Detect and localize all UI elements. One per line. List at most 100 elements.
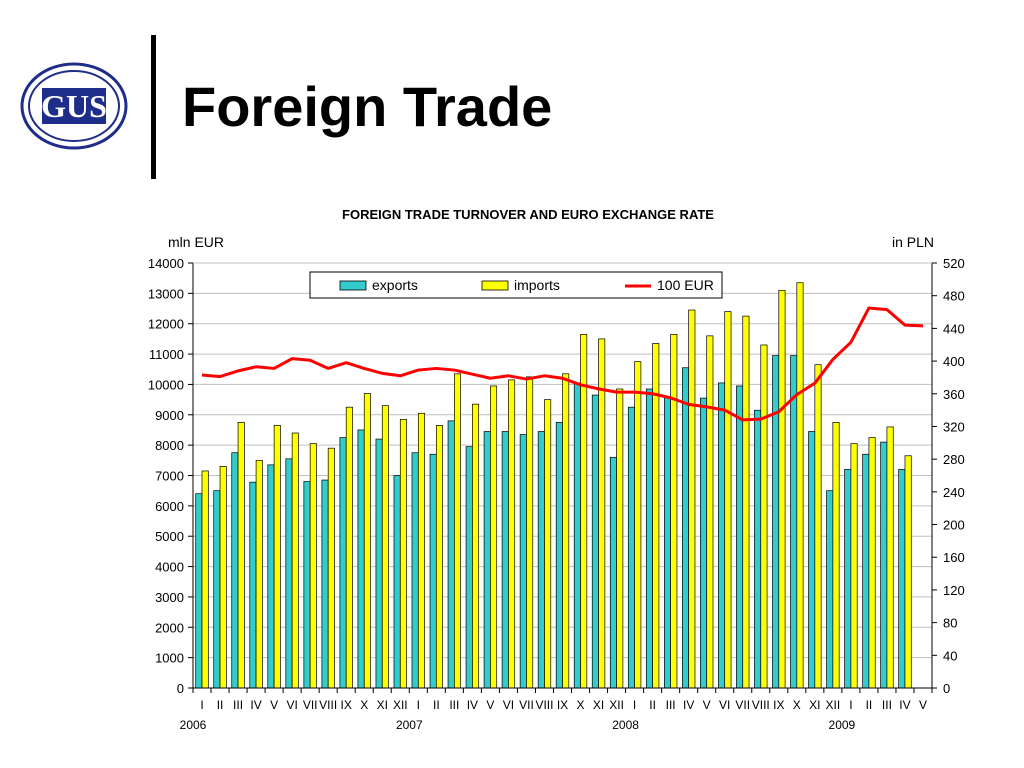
x-tick-label: II <box>649 698 656 712</box>
right-tick-label: 520 <box>943 256 965 271</box>
imports-bar <box>562 373 570 689</box>
imports-bar <box>832 422 840 689</box>
right-axis-label: in PLN <box>892 234 934 250</box>
exports-bar <box>339 437 347 689</box>
exports-bar <box>267 464 275 689</box>
left-tick-label: 7000 <box>155 469 184 484</box>
x-tick-label: XII <box>826 698 841 712</box>
imports-bar <box>237 422 245 689</box>
left-axis-label: mln EUR <box>168 234 224 250</box>
exports-bar <box>880 441 888 689</box>
left-tick-label: 0 <box>177 681 184 696</box>
x-tick-label: XI <box>377 698 388 712</box>
right-tick-label: 480 <box>943 289 965 304</box>
exports-bar <box>447 420 455 689</box>
left-tick-label: 8000 <box>155 438 184 453</box>
imports-bar <box>363 393 371 689</box>
imports-bar <box>417 412 425 689</box>
x-tick-label: IV <box>899 698 910 712</box>
exports-bar <box>862 453 870 689</box>
exports-bar <box>519 434 527 689</box>
year-label: 2009 <box>829 718 856 732</box>
logo-text: GUS <box>41 88 107 124</box>
imports-bar <box>778 289 786 689</box>
right-tick-label: 0 <box>943 681 950 696</box>
exports-bar <box>573 382 581 689</box>
exports-bar <box>411 452 419 689</box>
exports-bar <box>700 397 708 689</box>
x-tick-label: X <box>577 698 585 712</box>
right-tick-label: 360 <box>943 387 965 402</box>
imports-bar <box>526 376 534 689</box>
right-tick-label: 120 <box>943 583 965 598</box>
exports-bar <box>195 493 203 689</box>
x-tick-label: X <box>360 698 368 712</box>
right-tick-label: 400 <box>943 354 965 369</box>
imports-bar <box>454 373 462 689</box>
right-tick-label: 320 <box>943 419 965 434</box>
imports-bar <box>291 432 299 689</box>
imports-bar <box>327 447 335 689</box>
exports-bar <box>627 406 635 689</box>
x-tick-label: II <box>866 698 873 712</box>
euro-line <box>201 306 924 422</box>
x-tick-label: VIII <box>752 698 770 712</box>
imports-bar <box>219 466 227 689</box>
legend-exports-label: exports <box>372 277 418 293</box>
exports-bar <box>285 458 293 689</box>
exports-bar <box>483 431 491 689</box>
x-tick-label: VI <box>503 698 514 712</box>
imports-bar <box>634 361 642 689</box>
x-tick-label: V <box>486 698 494 712</box>
imports-bar <box>868 437 876 689</box>
exports-bar <box>231 452 239 689</box>
imports-bar <box>850 443 858 689</box>
right-tick-label: 280 <box>943 452 965 467</box>
x-tick-label: V <box>270 698 278 712</box>
exports-bar <box>249 481 257 689</box>
imports-bar <box>435 425 443 689</box>
title-divider <box>151 35 156 179</box>
legend-exports-swatch <box>339 280 367 291</box>
x-tick-label: I <box>633 698 636 712</box>
x-tick-label: III <box>666 698 676 712</box>
left-tick-label: 4000 <box>155 560 184 575</box>
year-label: 2006 <box>180 718 207 732</box>
imports-bar <box>273 425 281 689</box>
x-tick-label: VIII <box>319 698 337 712</box>
imports-bar <box>688 309 696 689</box>
exports-bar <box>754 409 762 689</box>
x-tick-label: VII <box>519 698 534 712</box>
imports-bar <box>472 403 480 689</box>
x-tick-label: IX <box>341 698 352 712</box>
imports-bar <box>544 399 552 689</box>
left-tick-label: 6000 <box>155 499 184 514</box>
exports-bar <box>357 429 365 689</box>
x-tick-label: XI <box>593 698 604 712</box>
exports-bar <box>213 490 221 689</box>
exports-bar <box>826 490 834 689</box>
imports-bar <box>381 405 389 689</box>
exports-bar <box>682 367 690 689</box>
exports-bar <box>321 479 329 689</box>
legend: exports imports 100 EUR <box>309 271 723 299</box>
x-tick-label: III <box>233 698 243 712</box>
exports-bar <box>591 394 599 689</box>
exports-bar <box>663 396 671 689</box>
x-tick-label: IX <box>773 698 784 712</box>
exports-bar <box>772 355 780 689</box>
left-tick-label: 5000 <box>155 529 184 544</box>
exports-bar <box>898 469 906 689</box>
left-tick-label: 11000 <box>149 347 184 362</box>
exports-bar <box>501 431 509 689</box>
imports-bar <box>309 443 317 689</box>
exports-bar <box>465 446 473 689</box>
x-tick-label: I <box>200 698 203 712</box>
x-tick-label: I <box>849 698 852 712</box>
right-tick-label: 440 <box>943 321 965 336</box>
imports-bar <box>670 333 678 689</box>
legend-eur-label: 100 EUR <box>657 277 714 293</box>
gus-logo: GUS <box>20 62 128 150</box>
x-tick-label: III <box>449 698 459 712</box>
x-tick-label: VIII <box>535 698 553 712</box>
